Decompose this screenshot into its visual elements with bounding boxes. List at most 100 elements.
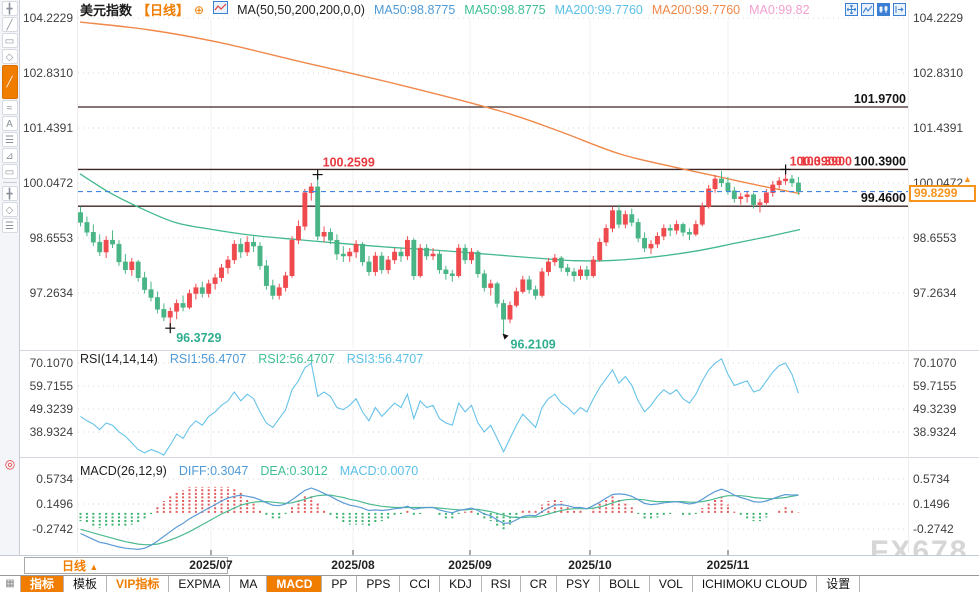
indicator-tab-CR[interactable]: CR [521,576,558,592]
drawing-tool-icon[interactable]: ▭ [1,33,18,48]
drawing-tool-icon[interactable]: ╋ [1,1,18,16]
svg-text:97.2634: 97.2634 [30,286,74,300]
svg-text:101.9700: 101.9700 [854,92,906,106]
svg-text:38.9324: 38.9324 [913,425,957,439]
drawing-tool-icon[interactable]: ▭ [1,164,18,179]
indicator-tab-bar: ▦ 指标 模板 VIP指标 EXPMA MA MACD PP PPS CCI KDJ RSI CR PSY… [0,575,979,592]
drawing-tool-icon[interactable]: ⊿ [1,148,18,163]
date-axis: 日线 ▲ 2025/07 2025/08 2025/09 2025/10 2025/11 [0,555,979,575]
pop-out-icon[interactable] [893,3,906,16]
svg-text:49.3239: 49.3239 [913,402,957,416]
tab-menu-icon[interactable]: ▦ [0,576,21,592]
svg-text:70.1070: 70.1070 [30,356,74,370]
rsi-formula-label[interactable]: RSI(14,14,14) [80,352,158,366]
symbol-title: 美元指数 [80,3,133,18]
indicator-tab-CCI[interactable]: CCI [400,576,441,592]
rsi1-value: RSI1:56.4707 [169,352,247,366]
indicator-tab-KDJ[interactable]: KDJ [440,576,482,592]
svg-text:0.1496: 0.1496 [36,497,73,511]
svg-text:-0.2742: -0.2742 [913,522,954,536]
svg-text:100.3900: 100.3900 [800,154,852,168]
svg-text:101.4391: 101.4391 [913,121,963,135]
svg-text:59.7155: 59.7155 [913,379,957,393]
svg-text:-0.2742: -0.2742 [32,522,73,536]
indicator-tab-BOLL[interactable]: BOLL [600,576,650,592]
indicator-tab-RSI[interactable]: RSI [482,576,521,592]
svg-text:0.5734: 0.5734 [36,472,73,486]
ma50-value-1: MA50:98.8775 [373,2,456,17]
ma0-value: MA0:99.82 [749,2,810,17]
rsi2-value: RSI2:56.4707 [258,352,335,366]
crosshair-target-icon[interactable]: ◎ [4,457,16,471]
drawing-tool-icon[interactable]: ☰ [1,132,18,147]
month-label: 2025/11 [706,558,750,572]
indicator-tab-ICHIMOKU CLOUD[interactable]: ICHIMOKU CLOUD [693,576,818,592]
svg-text:100.2599: 100.2599 [323,156,375,170]
svg-text:97.2634: 97.2634 [913,286,957,300]
drawing-tool-icon[interactable]: ☰ [1,218,18,233]
macd-value: MACD:0.0070 [339,464,419,478]
rsi-panel-header: RSI(14,14,14) RSI1:56.4707 RSI2:56.4707 … [80,352,423,366]
ma200-value-1: MA200:99.7760 [554,2,643,17]
svg-text:100.0472: 100.0472 [23,176,73,190]
svg-text:102.8310: 102.8310 [913,66,963,80]
indicator-tab-指标[interactable]: 指标 [21,576,65,592]
indicator-tab-VOL[interactable]: VOL [650,576,693,592]
drawing-tool-icon[interactable]: ╱ [1,65,18,99]
indicator-tab-VIP指标[interactable]: VIP指标 [107,576,170,592]
svg-text:100.3900: 100.3900 [790,154,842,168]
svg-text:0.5734: 0.5734 [913,472,950,486]
month-label: 2025/08 [331,558,375,572]
period-selector[interactable]: 日线 ▲ [24,557,228,574]
macd-formula-label[interactable]: MACD(26,12,9) [80,464,167,478]
chart-window-controls [845,3,906,16]
svg-text:104.2229: 104.2229 [913,11,963,25]
svg-text:59.7155: 59.7155 [30,379,74,393]
month-label: 2025/07 [189,558,233,572]
indicator-tab-MACD[interactable]: MACD [267,576,323,592]
toolbar-divider [2,182,17,183]
indicator-tab-EXPMA[interactable]: EXPMA [169,576,231,592]
svg-text:0.1496: 0.1496 [913,497,950,511]
drawing-tool-icon[interactable]: ╋ [1,186,18,201]
drawing-toolbar: ╋ ╱ ▭ ◇ ╱ ≈ A ☰ ⊿ ▭ ╋ ◇ ☰ ◎ [0,0,20,555]
indicator-tab-PP[interactable]: PP [322,576,358,592]
drawing-tool-icon[interactable]: A [1,116,18,131]
svg-text:104.2229: 104.2229 [23,11,73,25]
candle-chart-mode-icon[interactable] [877,3,890,16]
svg-text:98.6553: 98.6553 [30,231,74,245]
svg-text:98.6553: 98.6553 [913,231,957,245]
mini-chart-icon[interactable] [213,0,229,19]
indicator-tab-PPS[interactable]: PPS [357,576,401,592]
drawing-tool-icon[interactable]: ≈ [1,100,18,115]
main-chart-header: 美元指数 【日线】 ⊕ MA(50,50,200,200,0,0) MA50:9… [80,0,810,19]
svg-text:96.3729: 96.3729 [176,331,221,345]
svg-text:99.4600: 99.4600 [861,191,906,205]
dea-value: DEA:0.3012 [260,464,328,478]
ma50-value-2: MA50:98.8775 [464,2,546,17]
svg-text:49.3239: 49.3239 [30,402,74,416]
indicator-tab-模板[interactable]: 模板 [64,576,108,592]
current-price-badge: 99.8299 [909,185,976,202]
price-up-arrow-icon: ▲ [963,174,972,184]
rsi3-value: RSI3:56.4707 [346,352,424,366]
drawing-tool-icon[interactable]: ◇ [1,202,18,217]
drawing-tool-icon[interactable]: ╱ [1,17,18,32]
period-tag[interactable]: 【日线】 [137,3,190,18]
indicator-tab-设置[interactable]: 设置 [817,576,861,592]
pan-tool-icon[interactable] [845,3,858,16]
add-compare-icon[interactable]: ⊕ [194,2,205,17]
indicator-tab-MA[interactable]: MA [230,576,268,592]
line-chart-mode-icon[interactable] [861,3,874,16]
svg-text:102.8310: 102.8310 [23,66,73,80]
month-label: 2025/10 [568,558,612,572]
diff-value: DIFF:0.3047 [178,464,249,478]
indicator-tab-PSY[interactable]: PSY [557,576,601,592]
ma-settings-label[interactable]: MA(50,50,200,200,0,0) [237,2,365,17]
drawing-tool-icon[interactable]: ◇ [1,49,18,64]
svg-text:101.4391: 101.4391 [23,121,73,135]
svg-text:100.3900: 100.3900 [854,154,906,168]
svg-text:70.1070: 70.1070 [913,356,957,370]
